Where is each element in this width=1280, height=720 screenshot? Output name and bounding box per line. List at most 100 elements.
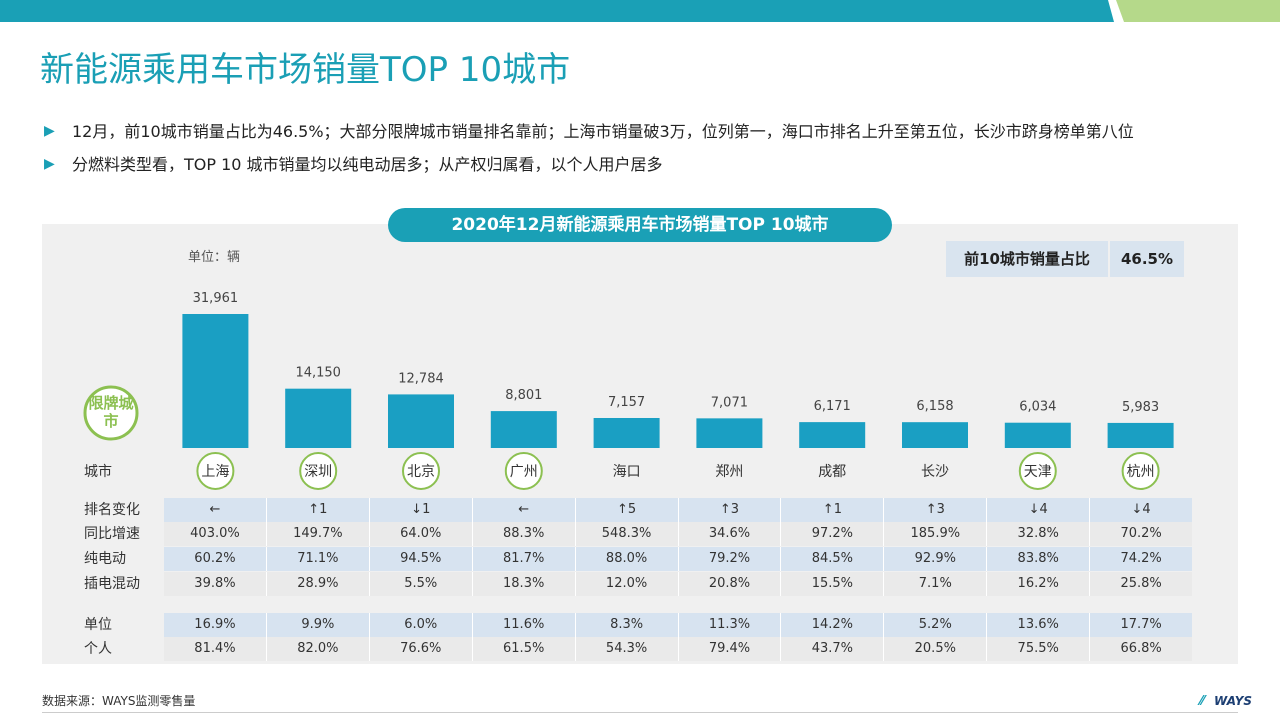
table-cell: 54.3% <box>574 637 678 661</box>
table-row-label: 排名变化 <box>84 502 140 518</box>
table-cell: 64.0% <box>368 522 472 546</box>
table-cell: 79.4% <box>677 637 781 661</box>
bar-8 <box>1004 422 1071 448</box>
table-cell: 70.2% <box>1089 522 1192 546</box>
bar-value-label: 14,150 <box>295 366 341 381</box>
table-cell: 13.6% <box>986 613 1089 637</box>
table-row: 81.4% 82.0% 76.6% 61.5% 54.3% 79.4% 43.7% 20.5%… <box>164 637 1192 661</box>
ways-logo-icon: ⁄⁄ <box>1200 694 1205 709</box>
table-cell: 17.7% <box>1089 613 1192 637</box>
table-cell: ← <box>471 498 575 522</box>
data-source: 数据来源：WAYS监测零售量 <box>42 694 196 708</box>
table-row-label: 单位 <box>84 617 112 633</box>
table-row: 16.9% 9.9% 6.0% 11.6% 8.3% 11.3% 14.2% 5.2% 13.6… <box>164 613 1192 637</box>
table-cell: 82.0% <box>265 637 369 661</box>
page-title: 新能源乘用车市场销量TOP 10城市 <box>40 50 571 90</box>
table-cell: ↑5 <box>574 498 678 522</box>
x-tick-label: 杭州 <box>1127 464 1155 480</box>
table-cell: 11.3% <box>677 613 781 637</box>
table-cell: 83.8% <box>986 547 1089 571</box>
unit-label: 单位：辆 <box>188 250 241 265</box>
bar-9 <box>1107 422 1174 448</box>
table-cell: 5.5% <box>368 572 472 596</box>
table-row: 60.2% 71.1% 94.5% 81.7% 88.0% 79.2% 84.5% 92.9%… <box>164 547 1192 571</box>
bar-0 <box>182 314 249 448</box>
table-cell: 39.8% <box>194 576 236 591</box>
table-cell: 548.3% <box>574 522 678 546</box>
table-cell: 92.9% <box>883 547 986 571</box>
table-cell: 71.1% <box>265 547 369 571</box>
table-row-label: 纯电动 <box>84 551 126 567</box>
bar-value-label: 8,801 <box>505 388 542 403</box>
x-tick-label: 北京 <box>407 464 435 480</box>
table-cell: ← <box>209 502 221 517</box>
bar-value-label: 31,961 <box>193 291 239 306</box>
table-cell: ↑1 <box>780 498 883 522</box>
restricted-city-marker <box>504 452 543 490</box>
restricted-city-badge-text: 限牌城市 <box>88 394 134 430</box>
bar-value-label: 5,983 <box>1122 400 1159 415</box>
table-cell: 84.5% <box>780 547 883 571</box>
table-cell: 16.9% <box>194 617 236 632</box>
table-cell: 14.2% <box>780 613 883 637</box>
table-row-label: 插电混动 <box>84 576 140 592</box>
table-cell: 20.8% <box>677 572 781 596</box>
table-cell: 88.0% <box>574 547 678 571</box>
restricted-city-marker <box>1121 452 1160 490</box>
table-cell: 20.5% <box>883 637 986 661</box>
bar-2 <box>388 394 454 448</box>
x-tick-label: 天津 <box>1024 464 1052 480</box>
footer-divider <box>42 712 1238 713</box>
table-row: ← ↑1 ↓1 ← ↑5 ↑3 ↑1 ↑3 ↓4 ↓4 <box>164 498 1192 522</box>
table-cell: 34.6% <box>677 522 781 546</box>
restricted-city-marker <box>196 452 235 490</box>
top10-ratio-label: 前10城市销量占比 <box>946 241 1108 277</box>
x-row-label: 城市 <box>84 464 112 480</box>
table-cell: 7.1% <box>883 572 986 596</box>
table-cell: 149.7% <box>265 522 369 546</box>
bar-5 <box>696 418 763 448</box>
ways-logo-text: WAYS <box>1214 694 1253 708</box>
table-cell: ↓4 <box>986 498 1089 522</box>
table-cell: 28.9% <box>265 572 369 596</box>
table-cell: 88.3% <box>471 522 575 546</box>
bar-7 <box>902 422 968 448</box>
table-cell: 74.2% <box>1089 547 1192 571</box>
chart-title-pill: 2020年12月新能源乘用车市场销量TOP 10城市 <box>388 208 892 242</box>
top10-ratio-value: 46.5% <box>1110 241 1184 277</box>
table-row: 403.0% 149.7% 64.0% 88.3% 548.3% 34.6% 97.2% 18… <box>164 522 1192 546</box>
table-cell: 43.7% <box>780 637 883 661</box>
x-tick-label: 长沙 <box>921 464 949 480</box>
restricted-city-marker <box>1018 452 1057 490</box>
table-cell: 81.7% <box>471 547 575 571</box>
table-cell: 79.2% <box>677 547 781 571</box>
bullet-item: ▶ 分燃料类型看，TOP 10 城市销量均以纯电动居多；从产权归属看，以个人用户… <box>44 151 1244 178</box>
bullet-arrow-icon: ▶ <box>44 156 55 172</box>
table-cell: ↑3 <box>883 498 986 522</box>
table-cell: 18.3% <box>471 572 575 596</box>
table-cell: 8.3% <box>574 613 678 637</box>
table-cell: ↓1 <box>368 498 472 522</box>
table-cell: 81.4% <box>194 641 236 656</box>
bar-4 <box>593 417 660 448</box>
bar-value-label: 6,034 <box>1019 400 1056 415</box>
top-banner <box>0 0 1280 22</box>
restricted-city-marker <box>402 452 440 490</box>
table-cell: 76.6% <box>368 637 472 661</box>
table-cell: 25.8% <box>1089 572 1192 596</box>
table-cell: 16.2% <box>986 572 1089 596</box>
x-tick-label: 成都 <box>818 464 846 480</box>
table-cell: 32.8% <box>986 522 1089 546</box>
table-cell: 11.6% <box>471 613 575 637</box>
table-cell: 94.5% <box>368 547 472 571</box>
bullet-item: ▶ 12月，前10城市销量占比为46.5%；大部分限牌城市销量排名靠前；上海市销… <box>44 118 1244 145</box>
x-tick-label: 郑州 <box>715 464 743 480</box>
bar-value-label: 6,171 <box>814 399 851 414</box>
bar-value-label: 7,157 <box>608 395 645 410</box>
bullet-text: 分燃料类型看，TOP 10 城市销量均以纯电动居多；从产权归属看，以个人用户居多 <box>72 155 663 174</box>
table-cell: ↑1 <box>265 498 369 522</box>
table-cell: 9.9% <box>265 613 369 637</box>
bullet-arrow-icon: ▶ <box>44 123 55 139</box>
table-cell: 6.0% <box>368 613 472 637</box>
table-row-label: 同比增速 <box>84 526 140 542</box>
